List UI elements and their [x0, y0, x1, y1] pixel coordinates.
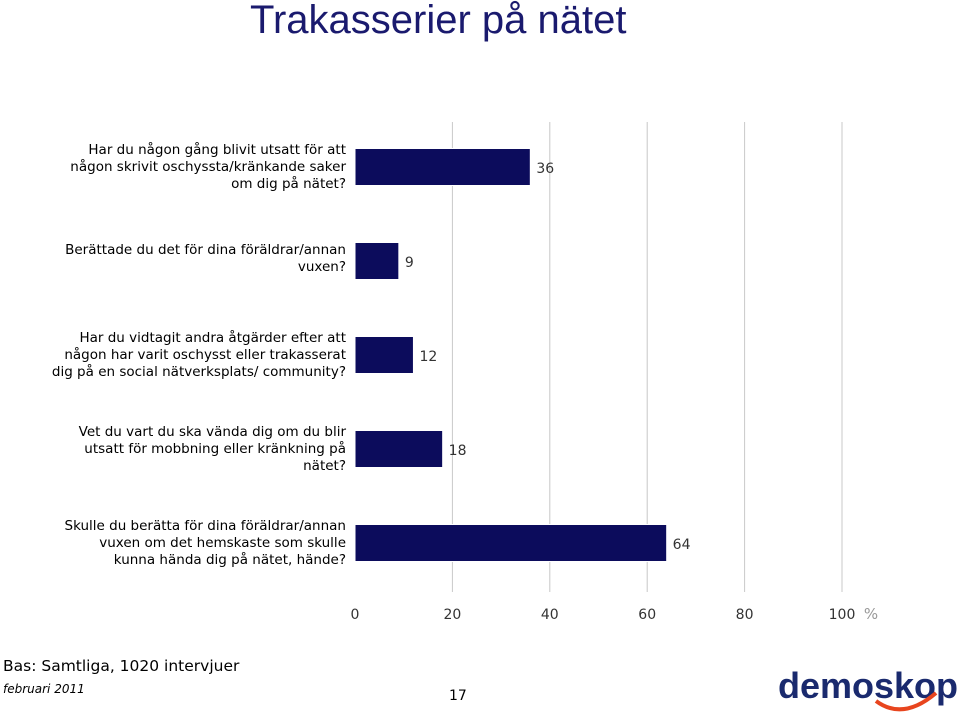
page-title: Trakasserier på nätet: [250, 0, 627, 42]
value-label-3: 12: [419, 349, 437, 365]
axis-unit-label: %: [864, 605, 878, 623]
tick-label-0: 0: [351, 607, 360, 623]
value-label-4: 18: [449, 443, 467, 459]
value-label-5: 64: [673, 537, 691, 553]
bar-4: [354, 430, 444, 468]
tick-label-100: 100: [829, 607, 856, 623]
tick-label-40: 40: [541, 607, 559, 623]
sample-base-note: Bas: Samtliga, 1020 intervjuer: [3, 657, 240, 675]
category-label-2: Berättade du det för dina föräldrar/anna…: [65, 242, 346, 275]
bar-5: [354, 524, 668, 562]
value-label-2: 9: [405, 255, 414, 271]
demoskop-logo: demoskop: [778, 665, 958, 712]
category-label-5: Skulle du berätta för dina föräldrar/ann…: [64, 517, 346, 568]
bar-3: [354, 336, 414, 374]
category-label-1: Har du någon gång blivit utsatt för att n…: [70, 141, 346, 192]
page-number: 17: [449, 688, 467, 704]
logo-text: demoskop: [778, 665, 958, 706]
category-label-4: Vet du vart du ska vända dig om du blir u…: [78, 423, 346, 474]
bar-2: [354, 242, 400, 280]
logo-smile-arc: [874, 691, 938, 712]
report-date: februari 2011: [3, 682, 85, 696]
tick-label-20: 20: [443, 607, 461, 623]
bar-chart: 36 9 12 18 64 0 20 40 60 80 100%: [351, 122, 878, 623]
value-label-1: 36: [536, 161, 554, 177]
category-label-3: Har du vidtagit andra åtgärder efter att…: [51, 329, 346, 380]
tick-label-80: 80: [736, 607, 754, 623]
tick-label-60: 60: [638, 607, 656, 623]
bar-1: [354, 148, 531, 186]
